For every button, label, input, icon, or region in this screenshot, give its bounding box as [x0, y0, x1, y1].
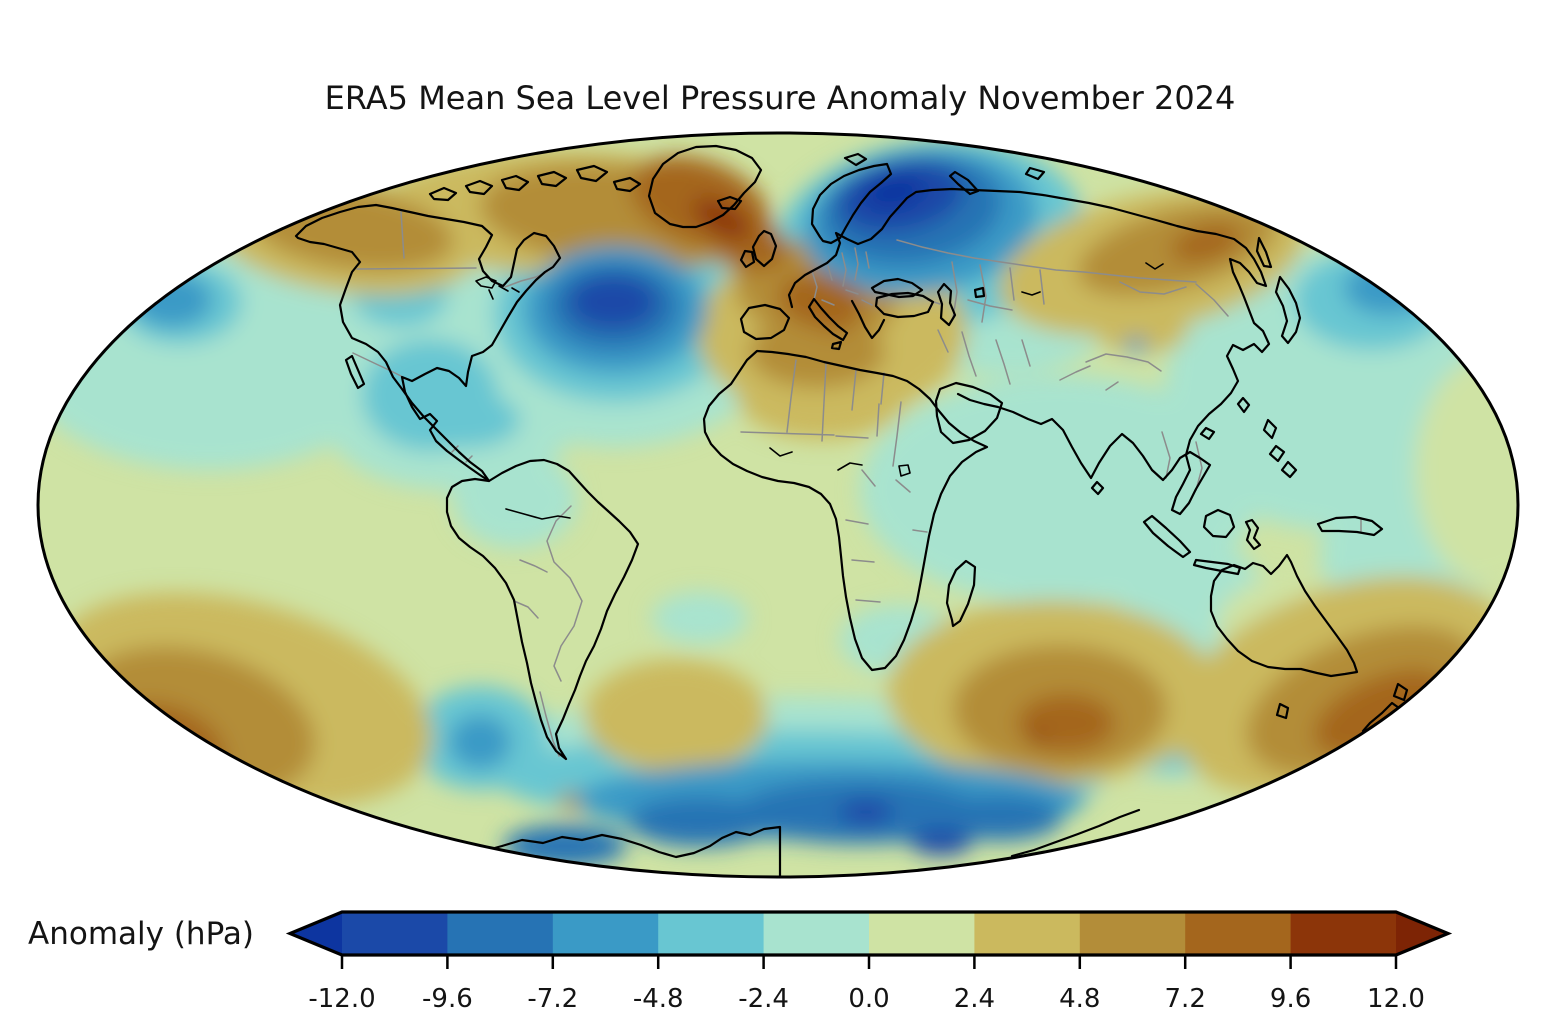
colorbar-segment — [552, 912, 659, 955]
colorbar-over-arrow — [1396, 912, 1448, 955]
anomaly-blob — [938, 795, 1062, 841]
colorbar-tick-label: -2.4 — [738, 984, 789, 1014]
country-borders — [352, 211, 1362, 757]
colorbar-segment — [869, 912, 975, 955]
colorbar-tick-label: 0.0 — [848, 984, 889, 1014]
colorbar-segment — [974, 912, 1081, 955]
colorbar-tick-label: 4.8 — [1059, 984, 1100, 1014]
colorbar-tick-label: -4.8 — [633, 984, 684, 1014]
colorbar-label: Anomaly (hPa) — [28, 916, 254, 952]
colorbar-tick-label: 7.2 — [1165, 984, 1206, 1014]
colorbar-segment — [1185, 912, 1292, 955]
map-outline — [36, 131, 1520, 879]
anomaly-blob — [749, 316, 885, 388]
colorbar-segment — [1290, 912, 1397, 955]
anomaly-blob — [410, 392, 520, 448]
anomaly-blob — [1094, 308, 1188, 354]
anomaly-blob — [132, 273, 212, 327]
anomaly-blobs — [38, 139, 1518, 867]
anomaly-field — [38, 133, 1518, 877]
anomaly-blob — [1123, 338, 1149, 352]
anomaly-blob — [302, 635, 364, 685]
anomaly-blob — [1017, 694, 1115, 752]
figure-title: ERA5 Mean Sea Level Pressure Anomaly Nov… — [325, 79, 1236, 117]
lakes — [475, 262, 1164, 520]
colorbar-segment — [342, 912, 448, 955]
colorbar-tick-label: 12.0 — [1367, 984, 1425, 1014]
colorbar-tick-label: 2.4 — [954, 984, 995, 1014]
colorbar-tick-label: -7.2 — [527, 984, 578, 1014]
anomaly-blob — [839, 799, 893, 825]
anomaly-blob — [1170, 224, 1242, 262]
anomaly-blob — [453, 452, 577, 548]
colorbar-segment — [1079, 912, 1186, 955]
anomaly-blob — [584, 659, 768, 773]
colorbar-segment — [447, 912, 554, 955]
anomaly-blob — [628, 797, 772, 847]
coastlines — [294, 144, 1409, 877]
colorbar-under-arrow — [290, 912, 342, 955]
anomaly-blob — [910, 829, 972, 855]
anomaly-blob — [863, 174, 925, 210]
colorbar-tick-label: -12.0 — [308, 984, 375, 1014]
anomaly-blob — [1030, 731, 1046, 743]
colorbar-segment — [658, 912, 765, 955]
anomaly-blob — [1415, 355, 1518, 585]
anomaly-blob — [449, 715, 511, 769]
anomaly-blob — [1344, 261, 1432, 315]
anomaly-blob — [569, 275, 657, 329]
colorbar: -12.0 -9.6 -7.2 -4.8 -2.4 0.0 2.4 4.8 7.2 9.6 12.0 — [285, 910, 1453, 1014]
colorbar-tick-label: 9.6 — [1270, 984, 1311, 1014]
colorbar-tick-label: -9.6 — [422, 984, 473, 1014]
colorbar-segment — [763, 912, 870, 955]
anomaly-blob — [693, 198, 751, 240]
anomaly-blob — [652, 592, 748, 644]
